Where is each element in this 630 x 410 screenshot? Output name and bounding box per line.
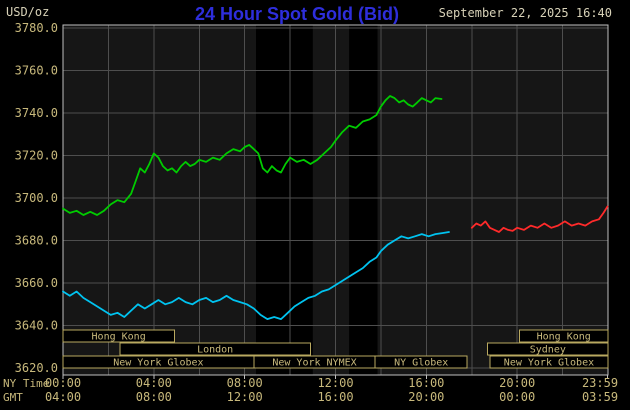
x-axis-label-ny: 20:00	[499, 376, 535, 390]
session-box-outline	[62, 329, 175, 343]
x-axis-label-ny: 00:00	[45, 376, 81, 390]
y-axis-label: 3660.0	[15, 276, 58, 290]
session-box-outline	[119, 342, 312, 356]
datetime-label: September 22, 2025 16:40	[438, 6, 612, 20]
session-box-outline	[489, 355, 609, 369]
session-label: New York Globex	[504, 358, 594, 369]
session-box: New York Globex	[62, 355, 255, 369]
x-axis-label-gmt: 12:00	[227, 390, 263, 404]
session-label: London	[197, 345, 233, 356]
series-line-sep21	[470, 205, 609, 233]
y-axis-label: 3640.0	[15, 319, 58, 333]
tz-label-gmt: GMT	[3, 391, 23, 404]
session-label: Hong Kong	[92, 332, 146, 343]
session-box-outline	[374, 355, 468, 369]
series-line-sep22	[62, 95, 443, 216]
x-axis-label-gmt: 20:00	[408, 390, 444, 404]
session-box: Hong Kong	[62, 329, 175, 343]
x-axis-label-ny: 04:00	[136, 376, 172, 390]
y-axis-label: 3760.0	[15, 64, 58, 78]
y-axis-label: 3680.0	[15, 234, 58, 248]
y-axis-label: 3620.0	[15, 361, 58, 375]
shaded-band	[256, 25, 313, 375]
x-axis-label-gmt: 04:00	[45, 390, 81, 404]
session-box-outline	[487, 342, 609, 356]
x-axis-label-gmt: 16:00	[317, 390, 353, 404]
series-line-sep19	[62, 231, 450, 321]
x-axis-label-gmt: 03:59	[582, 390, 618, 404]
y-axis-label: 3740.0	[15, 106, 58, 120]
session-box: London	[119, 342, 312, 356]
x-axis-label-ny: 08:00	[227, 376, 263, 390]
session-box: NY Globex	[374, 355, 468, 369]
session-box: Hong Kong	[518, 329, 609, 343]
unit-label: USD/oz	[6, 5, 50, 19]
y-axis-label: 3700.0	[15, 191, 58, 205]
session-label: New York NYMEX	[272, 358, 356, 369]
session-box: Sydney	[487, 342, 609, 356]
x-axis-label-gmt: 00:00	[499, 390, 535, 404]
session-label: NY Globex	[394, 358, 448, 369]
session-box: New York Globex	[489, 355, 609, 369]
session-label: Sydney	[530, 345, 566, 356]
y-axis-label: 3780.0	[15, 21, 58, 35]
session-box: New York NYMEX	[253, 355, 376, 369]
y-axis-label: 3720.0	[15, 149, 58, 163]
x-axis-label-gmt: 08:00	[136, 390, 172, 404]
shaded-band	[349, 25, 378, 375]
session-label: New York Globex	[113, 358, 203, 369]
tz-label-ny-time: NY Time	[3, 377, 49, 390]
chart-title: 24 Hour Spot Gold (Bid)	[195, 4, 399, 24]
session-box-outline	[518, 329, 609, 343]
session-label: Hong Kong	[537, 332, 591, 343]
x-axis-label-ny: 12:00	[317, 376, 353, 390]
x-axis-label-ny: 16:00	[408, 376, 444, 390]
x-axis-label-ny: 23:59	[582, 376, 618, 390]
